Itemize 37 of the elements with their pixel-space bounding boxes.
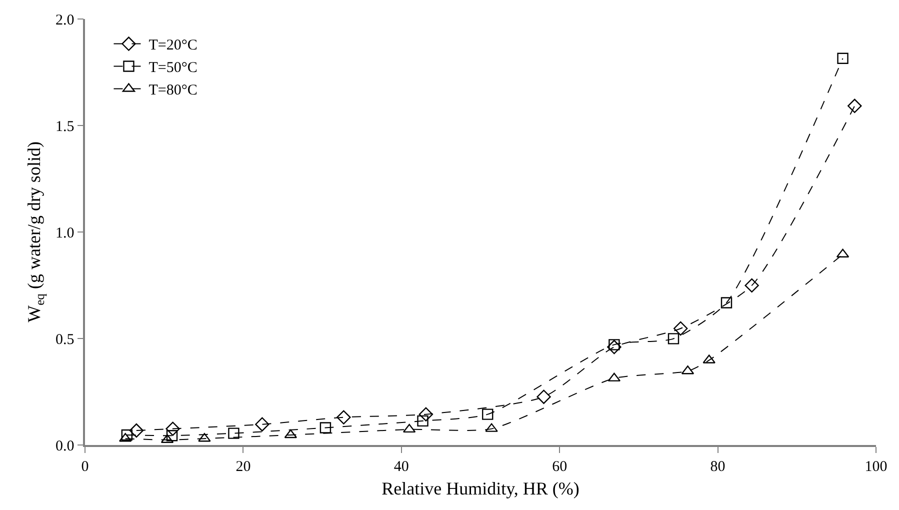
point — [336, 410, 351, 424]
legend-label: T=20°C — [148, 38, 198, 54]
point — [166, 422, 180, 436]
y-tick-label: 0.5 — [56, 332, 74, 348]
x-tick-label: 80 — [710, 458, 726, 475]
point — [837, 52, 848, 64]
x-tick-label: 0 — [81, 458, 89, 475]
point — [607, 340, 622, 354]
point — [166, 430, 178, 442]
point — [744, 278, 759, 293]
legend-label: T=80°C — [148, 82, 198, 99]
point — [848, 98, 862, 113]
y-tick-label: 1.5 — [56, 118, 74, 135]
y-tick-label: 0.0 — [56, 438, 74, 454]
point — [417, 415, 428, 427]
x-tick-label: 40 — [394, 458, 409, 475]
x-tick-label: 100 — [864, 458, 888, 475]
point — [536, 390, 551, 404]
point — [674, 321, 688, 336]
point — [320, 422, 332, 434]
x-axis-title: Relative Humidity, HR (%) — [382, 478, 580, 498]
x-tick-label: 20 — [236, 458, 251, 475]
y-tick-label: 2.0 — [56, 12, 74, 28]
point — [668, 333, 680, 344]
point — [228, 428, 240, 439]
point — [402, 424, 416, 433]
point — [284, 429, 298, 438]
x-tick-label: 60 — [552, 458, 568, 475]
point — [255, 417, 270, 432]
point — [720, 297, 732, 308]
point — [418, 407, 434, 422]
point — [129, 423, 144, 438]
point — [121, 429, 133, 441]
point — [482, 408, 494, 420]
point — [681, 365, 694, 374]
legend-label: T=50°C — [148, 60, 198, 76]
y-tick-label: 1.0 — [56, 225, 74, 242]
